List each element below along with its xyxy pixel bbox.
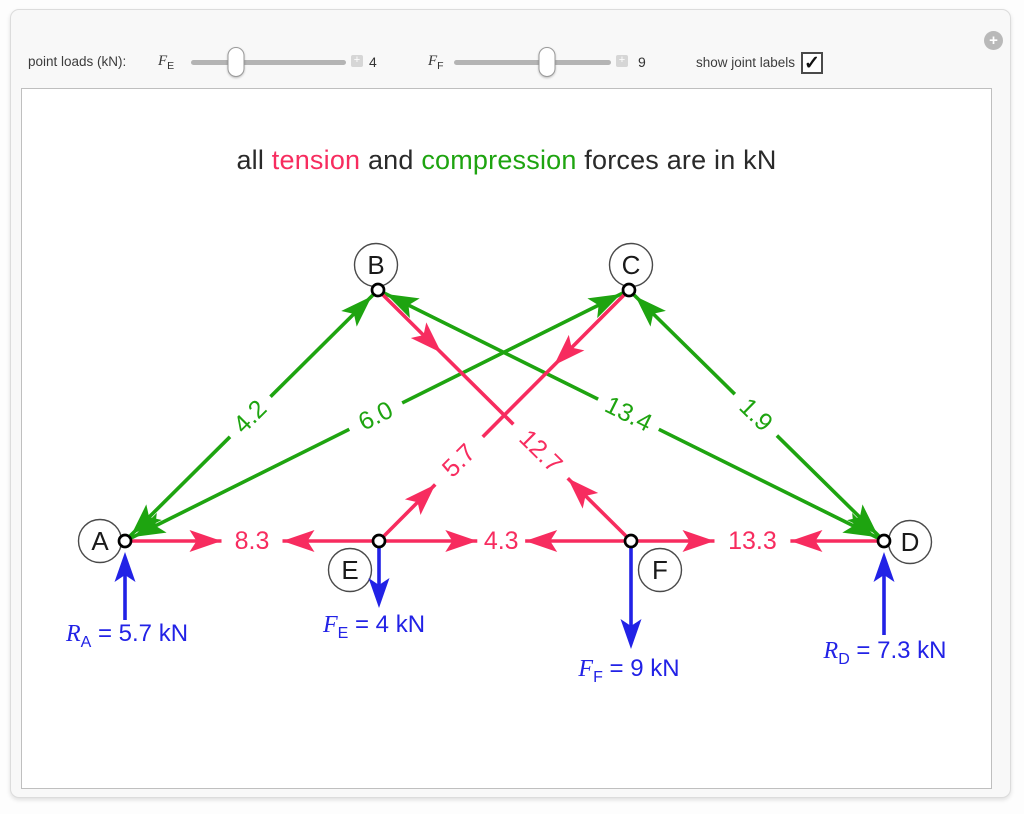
slider-fe-track[interactable]: [191, 47, 346, 77]
reaction-label-ra: RA = 5.7 kN: [65, 620, 189, 651]
title-mid: and: [360, 145, 422, 175]
slider-fe-stepper-icon[interactable]: +: [351, 55, 363, 67]
fe-subscript: E: [167, 60, 175, 72]
slider-ff-thumb[interactable]: [538, 47, 556, 77]
slider-fe-thumb[interactable]: [227, 47, 245, 77]
checkmark-icon: ✓: [804, 53, 820, 74]
slider-ff-track[interactable]: [454, 47, 611, 77]
slider-fe-variable-label: FE: [158, 53, 174, 72]
slider-ff-value: 9: [638, 54, 646, 70]
load-label-fe: FE = 4 kN: [322, 611, 426, 642]
expand-plus-button[interactable]: +: [984, 31, 1003, 50]
title-compression-word: compression: [421, 145, 577, 175]
diagram-canvas: [21, 88, 992, 789]
fe-symbol: F: [158, 53, 168, 69]
point-loads-label: point loads (kN):: [28, 54, 127, 69]
title-pre: all: [236, 145, 272, 175]
ff-symbol: F: [428, 53, 438, 69]
slider-ff-stepper-icon[interactable]: +: [616, 55, 628, 67]
load-label-ff: FF = 9 kN: [578, 655, 680, 686]
control-toolbar: point loads (kN): FE + 4 FF + 9 show joi…: [11, 10, 1010, 88]
diagram-title: all tension and compression forces are i…: [21, 145, 992, 176]
ff-subscript: F: [437, 60, 444, 72]
show-joint-labels-label: show joint labels: [696, 55, 796, 70]
slider-fe-value: 4: [369, 54, 377, 70]
title-tension-word: tension: [271, 145, 361, 175]
demonstration-window: + point loads (kN): FE + 4 FF + 9 show j…: [10, 9, 1011, 798]
reaction-label-rd: RD = 7.3 kN: [823, 637, 947, 668]
title-post: forces are in kN: [576, 145, 777, 175]
slider-ff-variable-label: FF: [428, 53, 444, 72]
show-joint-labels-checkbox[interactable]: ✓: [801, 52, 823, 74]
